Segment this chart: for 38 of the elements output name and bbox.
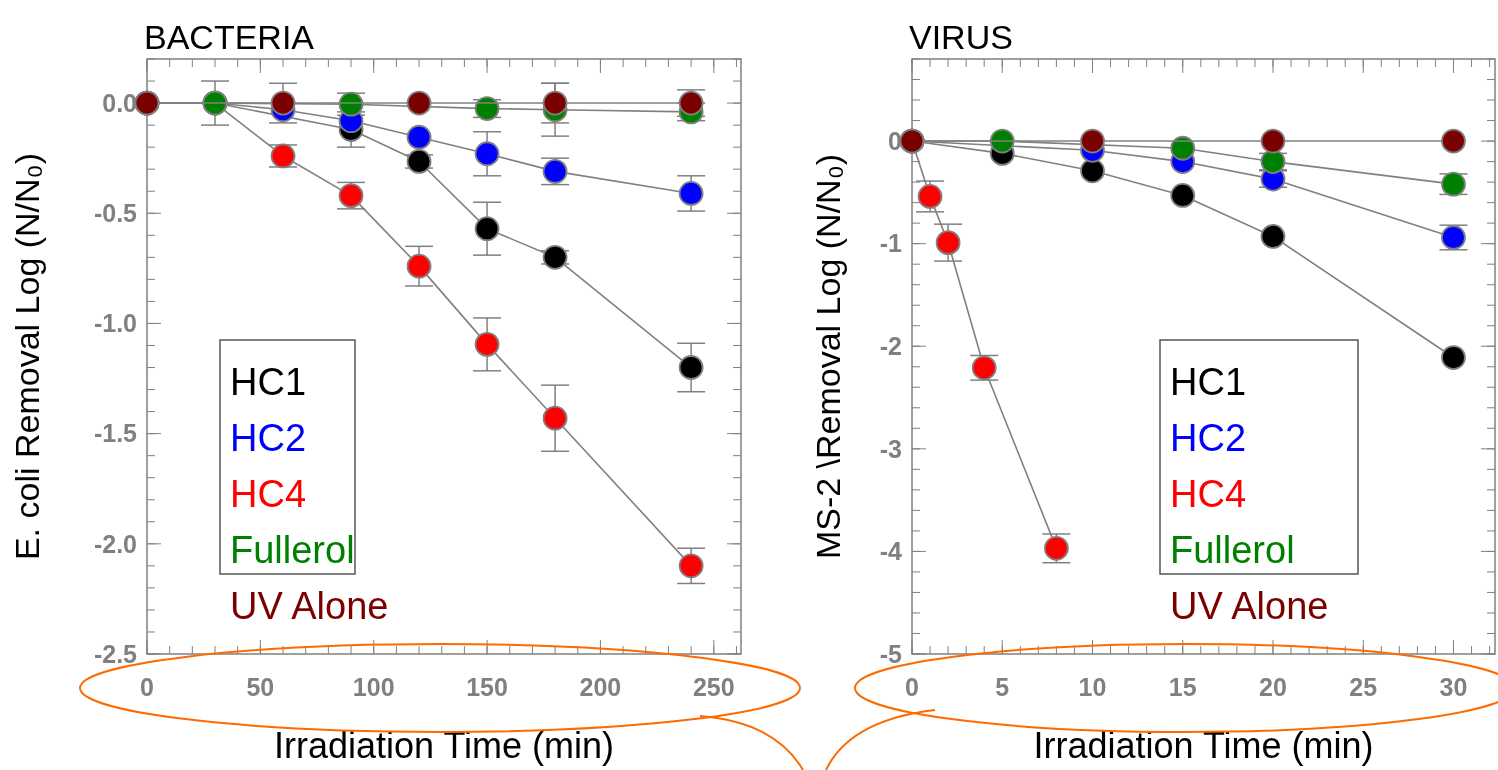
y-tick-label: -4 [879,537,903,566]
text: HC4 [230,473,307,515]
y-tick-label: -1.0 [93,309,137,338]
x-tick-label: 50 [246,673,275,701]
text: HC4 [1170,473,1247,515]
x-tick-label: 100 [352,673,395,701]
text: UV Alone [1170,585,1329,627]
x-tick-label: 150 [466,673,508,701]
x-axis-title: Irradiation Time (min) [1033,725,1374,766]
text: HC1 [1170,361,1247,403]
text: HC1 [230,361,307,403]
text: Fullerol [1170,529,1295,571]
x-tick-label: 250 [692,673,735,701]
y-tick-label: -1.5 [93,419,138,448]
y-tick-label: -2.0 [93,529,137,558]
y-tick-label: -2.5 [93,639,138,668]
chart-title: VIRUS [909,18,1013,56]
y-tick-label: 0.0 [102,88,137,117]
x-tick-label: 10 [1078,673,1107,701]
y-tick-label: -1 [879,229,903,258]
y-tick-label: -3 [879,434,902,463]
text: Fullerol [230,529,355,571]
text: HC2 [1170,417,1247,459]
y-tick-label: -2 [879,331,902,360]
x-tick-label: 30 [1439,673,1468,701]
x-tick-label: 15 [1168,673,1197,701]
y-tick-label: -0.5 [93,199,138,228]
y-axis-title: E. coli Removal Log (N/N₀) [8,152,46,561]
text: HC2 [230,417,307,459]
x-tick-label: 200 [579,673,622,701]
chart-title: BACTERIA [144,18,315,56]
y-axis-title: MS-2 \Removal Log (N/N₀) [809,153,847,560]
x-axis-title: Irradiation Time (min) [273,725,615,766]
x-tick-label: 20 [1259,673,1287,701]
x-tick-label: 5 [995,673,1010,701]
text: UV Alone [230,585,389,627]
x-tick-label: 25 [1349,673,1378,701]
y-tick-label: -5 [879,639,903,668]
